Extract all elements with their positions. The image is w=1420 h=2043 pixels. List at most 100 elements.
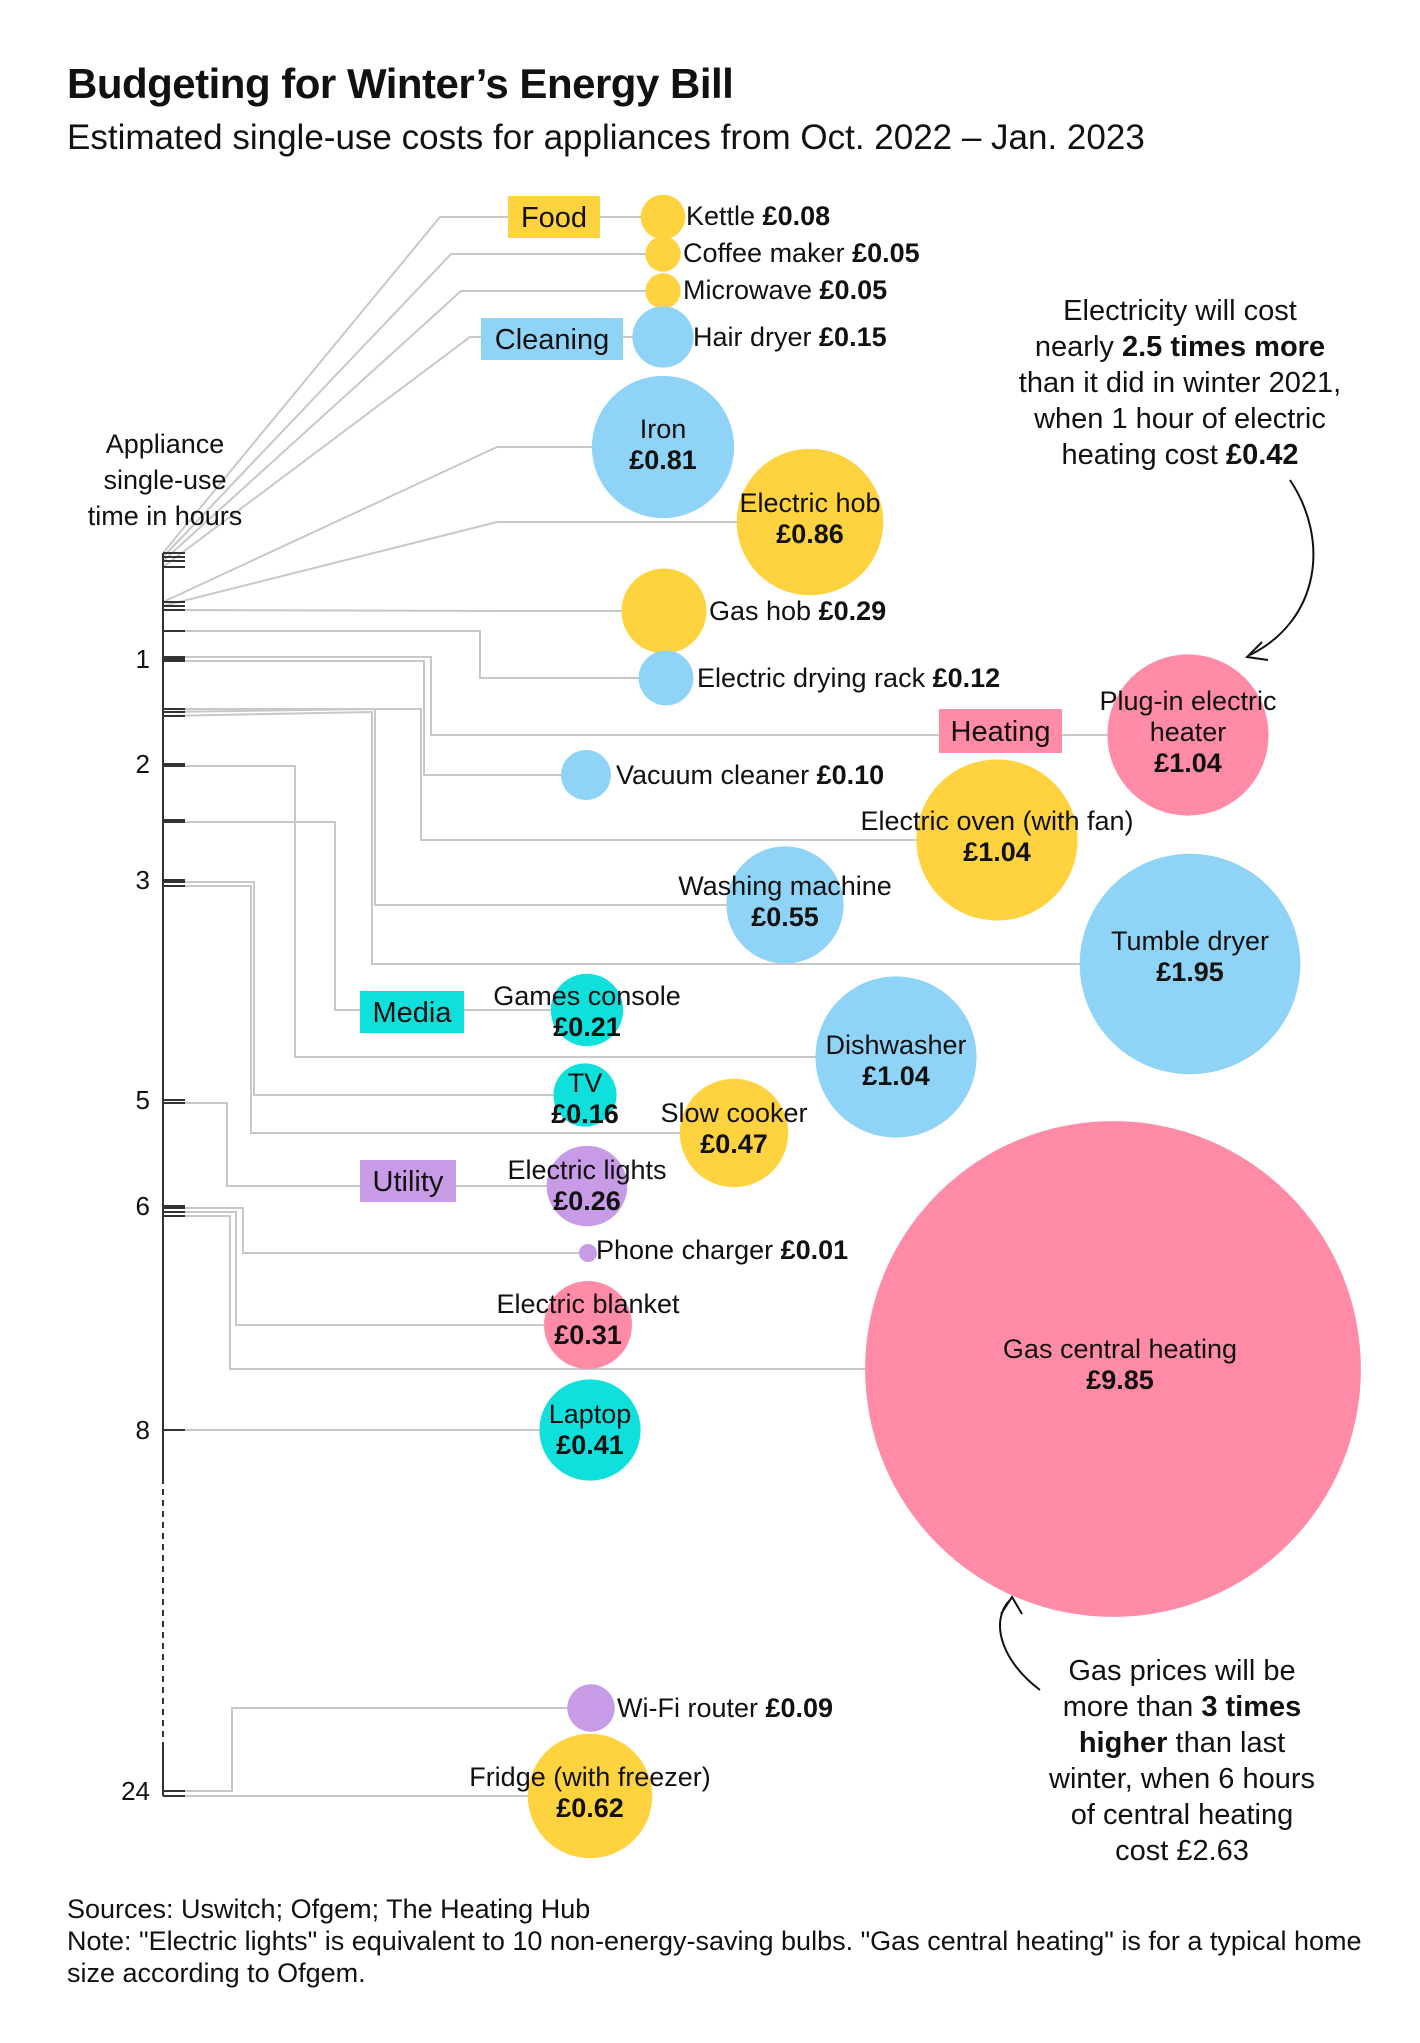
bubble-labels: Kettle £0.08 Coffee maker £0.05 Microwave … [469,201,1276,1823]
label-dishwasher-name: Dishwasher [825,1030,966,1060]
category-cleaning-label: Cleaning [495,324,609,356]
bubble-hair-dryer [632,306,694,368]
axis-title-line: single-use [103,465,226,495]
connector-phone-charger [163,1207,588,1254]
bubble-phone-charger [579,1244,597,1262]
bubble-vacuum-cleaner [561,750,611,800]
bubble-fridge-with-freezer [527,1733,653,1859]
label-gas-hob: Gas hob £0.29 [709,596,886,626]
connector-slow-cooker [163,885,734,1134]
bubble-games-console [550,973,624,1047]
bubble-electric-lights [546,1145,628,1227]
category-labels: Food Cleaning Heating Media Utility [360,196,1062,1202]
label-electric-lights-cost: £0.26 [553,1186,621,1216]
category-utility-box [360,1160,456,1202]
connector-dishwasher [163,765,896,1058]
category-food-label: Food [521,202,587,234]
sources-text: Sources: Uswitch; Ofgem; The Heating Hub [67,1894,591,1924]
annotation-electricity-line: when 1 hour of electric [1033,403,1326,435]
annotation-gas-line: higher than last [1079,1727,1285,1759]
annotation-electricity-arrow [1249,479,1315,656]
connector-vacuum-cleaner [163,660,586,776]
bubble-electric-blanket [544,1281,632,1369]
bubble-dishwasher [815,976,977,1138]
connector-washing-machine [162,707,785,906]
bubble-gas-central-heating [865,1121,1361,1617]
label-electric-oven-with-fan-name: Electric oven (with fan) [860,806,1133,836]
annotation-electricity-line: heating cost £0.42 [1061,439,1298,471]
label-games-console-cost: £0.21 [553,1012,621,1042]
bubble-microwave [645,273,681,309]
connector-microwave [162,290,663,562]
connector-lines [162,216,1190,1797]
y-tick-label: 3 [136,865,150,895]
label-electric-oven-with-fan-cost: £1.04 [963,837,1031,867]
category-utility-label: Utility [373,1166,444,1198]
bubble-iron [591,375,735,519]
label-iron-name: Iron [640,414,687,444]
label-vacuum-cleaner: Vacuum cleaner £0.10 [616,760,884,790]
bubble-electric-drying-rack [638,650,694,706]
connector-electric-oven-with-fan [163,708,997,841]
label-kettle: Kettle £0.08 [686,201,830,231]
label-washing-machine-name: Washing machine [678,871,892,901]
connector-wi-fi-router [163,1707,591,1792]
label-gas-central-heating-name: Gas central heating [1003,1334,1237,1364]
bubble-tumble-dryer [1079,853,1301,1075]
label-slow-cooker-cost: £0.47 [700,1129,768,1159]
category-media-box [360,991,464,1033]
label-washing-machine-cost: £0.55 [751,902,819,932]
label-tv-name: TV [568,1068,603,1098]
label-plug-in-electric-heater-cost: £1.04 [1154,748,1222,778]
annotation-electricity-line: than it did in winter 2021, [1019,367,1341,399]
bubble-electric-hob [736,448,884,596]
connector-gas-hob [162,609,664,612]
label-gas-central-heating-cost: £9.85 [1086,1365,1154,1395]
bubble-gas-hob [621,568,707,654]
category-heating-label: Heating [951,716,1051,748]
label-electric-lights-name: Electric lights [507,1155,666,1185]
annotation-gas-line: winter, when 6 hours [1048,1763,1315,1795]
label-electric-drying-rack: Electric drying rack £0.12 [697,663,1000,693]
label-plug-in-electric-heater-name: Plug-in electric [1099,686,1276,716]
annotation-electricity-line: Electricity will cost [1063,295,1297,327]
axis-title-line: time in hours [88,501,243,531]
annotation-electricity-arrowhead [1244,641,1269,661]
y-tick-label: 24 [121,1776,150,1806]
annotation-electricity-line: nearly 2.5 times more [1035,331,1325,363]
bubble-wi-fi-router [567,1684,615,1732]
chart-title: Budgeting for Winter’s Energy Bill [67,60,734,107]
category-media-label: Media [373,997,453,1029]
label-games-console-name: Games console [493,981,681,1011]
label-phone-charger: Phone charger £0.01 [596,1235,848,1265]
bubble-kettle [640,194,686,240]
note-text: Note: "Electric lights" is equivalent to… [67,1926,1362,1988]
label-coffee-maker: Coffee maker £0.05 [683,238,920,268]
annotation-gas-line: of central heating [1071,1799,1293,1831]
y-tick-label: 8 [136,1415,150,1445]
label-iron-cost: £0.81 [629,445,697,475]
connector-electric-hob [162,521,810,607]
annotation-gas-arrowhead [1000,1595,1023,1615]
connector-electric-drying-rack [163,630,666,679]
connector-electric-blanket [163,1211,588,1326]
bubble-tv [553,1063,617,1127]
connector-tumble-dryer [162,710,1190,965]
label-electric-hob-name: Electric hob [739,488,880,518]
bubble-chart: 1 2 3 5 6 8 24 Appliance single-use time in hours… [88,194,1361,1867]
connector-plug-in-electric-heater [163,656,1188,736]
chart-footer: Sources: Uswitch; Ofgem; The Heating Hub… [67,1893,1377,1989]
label-plug-in-electric-heater-name: heater [1150,717,1227,747]
axis-title-line: Appliance [106,429,225,459]
label-hair-dryer: Hair dryer £0.15 [693,322,887,352]
category-heating-box [939,709,1062,753]
chart-subtitle: Estimated single-use costs for appliance… [67,118,1145,157]
bubble-washing-machine [726,846,844,964]
y-tick-label: 5 [136,1085,150,1115]
y-tick-label: 6 [136,1191,150,1221]
annotation-gas-arrow [999,1599,1041,1691]
annotation-gas-line: Gas prices will be [1068,1655,1295,1687]
y-tick-label: 1 [136,644,150,674]
bubble-plug-in-electric-heater [1107,654,1269,816]
category-food-box [508,196,600,238]
